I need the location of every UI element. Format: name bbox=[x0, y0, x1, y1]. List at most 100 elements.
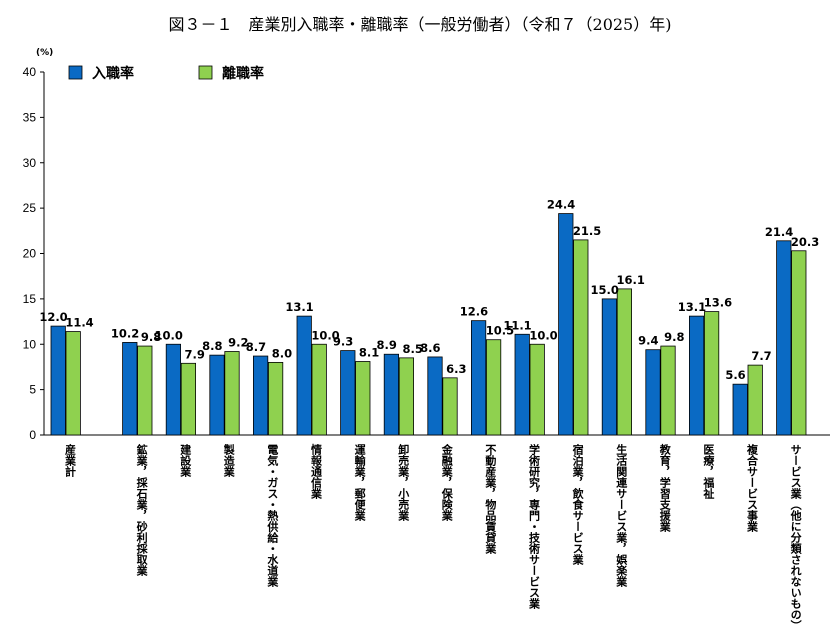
data-labels: 12.011.410.2 9.810.07.98.8 9.28.7 8.013.110… bbox=[39, 198, 819, 383]
legend-swatch bbox=[68, 65, 83, 80]
y-tick-label: 5 bbox=[29, 383, 36, 397]
data-label: 8.6 bbox=[420, 341, 440, 355]
y-tick-label: 35 bbox=[23, 110, 37, 124]
y-tick-label: 0 bbox=[29, 428, 36, 442]
bar-separation bbox=[485, 339, 502, 436]
bar-hire bbox=[470, 320, 487, 436]
data-label: 9.3 bbox=[333, 335, 353, 349]
bar-hire bbox=[50, 325, 66, 436]
legend: 入職率 離職率 bbox=[68, 65, 264, 82]
category-label: 不動産業，物品賃貸業 bbox=[484, 444, 498, 555]
bar-hire bbox=[732, 383, 748, 436]
bar-separation bbox=[137, 345, 153, 436]
bar-separation bbox=[224, 351, 240, 436]
category-label: 教育，学習支援業 bbox=[658, 443, 672, 533]
bar-separation bbox=[529, 343, 545, 436]
data-label: 12.6 bbox=[460, 305, 488, 319]
chart-title: 図３－１ 産業別入職率・離職率（一般労働者）（令和７（2025）年) bbox=[169, 15, 672, 34]
data-label: 21.5 bbox=[573, 224, 601, 238]
bar-separation bbox=[573, 239, 589, 436]
bar-hire bbox=[209, 354, 225, 436]
data-label: 5.6 bbox=[725, 368, 745, 382]
bar-separation bbox=[791, 250, 807, 436]
bar-hire bbox=[427, 356, 443, 436]
bar-separation bbox=[180, 362, 196, 436]
category-label: 製造業 bbox=[222, 443, 236, 478]
category-label: 情報通信業 bbox=[310, 443, 324, 500]
data-label: 13.1 bbox=[285, 300, 313, 314]
legend-label: 離職率 bbox=[222, 65, 264, 82]
data-label: 20.3 bbox=[791, 235, 819, 249]
bar-hire bbox=[165, 343, 181, 436]
bar-hire bbox=[558, 213, 574, 436]
y-tick-label: 25 bbox=[23, 201, 37, 215]
bar-separation bbox=[747, 364, 763, 436]
bar-separation bbox=[65, 331, 81, 436]
category-label: 学術研究，専門・技術サービス業 bbox=[528, 443, 542, 610]
data-label: 16.1 bbox=[617, 273, 645, 287]
legend-label: 入職率 bbox=[92, 65, 134, 82]
category-label: 産業計 bbox=[64, 443, 78, 478]
data-label: 11.4 bbox=[65, 316, 93, 330]
data-label: 9.4 bbox=[638, 334, 658, 348]
data-label: 8.0 bbox=[272, 346, 292, 360]
data-label: 10.5 bbox=[486, 324, 514, 338]
data-label: 10.0 bbox=[529, 328, 557, 342]
category-label: サービス業（他に分類されないもの） bbox=[789, 444, 803, 631]
data-label: 8.7 bbox=[246, 340, 266, 354]
data-label: 13.6 bbox=[704, 296, 732, 310]
bar-hire bbox=[776, 240, 792, 436]
data-label: 7.9 bbox=[185, 347, 205, 361]
category-label: 建設業 bbox=[179, 443, 193, 478]
category-label: 鉱業，採石業，砂利採取業 bbox=[135, 443, 149, 577]
data-label: 10.0 bbox=[311, 328, 339, 342]
bar-hire bbox=[514, 333, 530, 436]
data-label: 10.2 bbox=[111, 326, 139, 340]
bar-separation bbox=[311, 343, 327, 436]
y-tick-label: 30 bbox=[23, 156, 37, 170]
data-label: 8.1 bbox=[359, 345, 379, 359]
category-labels: 産業計 鉱業，採石業，砂利採取業 建設業 製造業 電気・ガス・熱供給・水道業 情報通信業 運… bbox=[64, 443, 803, 631]
y-tick-label: 10 bbox=[23, 337, 37, 351]
bar-separation bbox=[616, 288, 633, 436]
data-label: 8.5 bbox=[403, 342, 423, 356]
bars bbox=[50, 213, 807, 436]
data-label: 9.8 bbox=[141, 330, 161, 344]
bar-separation bbox=[267, 361, 284, 436]
category-label: 宿泊業，飲食サービス業 bbox=[571, 443, 585, 566]
y-tick-label: 15 bbox=[23, 292, 37, 306]
bar-hire bbox=[122, 342, 138, 436]
category-label: 運輸業，郵便業 bbox=[353, 444, 367, 522]
category-label: 電気・ガス・熱供給・水道業 bbox=[266, 444, 280, 588]
data-label: 11.1 bbox=[503, 318, 531, 332]
category-label: 複合サービス事業 bbox=[746, 443, 760, 533]
data-label: 10.0 bbox=[155, 328, 183, 342]
y-axis-unit: (%) bbox=[36, 48, 53, 58]
data-label: 8.8 bbox=[202, 339, 222, 353]
bar-separation bbox=[355, 361, 371, 436]
bar-hire bbox=[383, 353, 400, 436]
data-label: 12.0 bbox=[39, 310, 67, 324]
bar-hire bbox=[689, 315, 705, 436]
data-label: 9.2 bbox=[228, 336, 248, 350]
y-tick-label: 40 bbox=[23, 65, 37, 79]
data-label: 6.3 bbox=[446, 362, 466, 376]
bar-hire bbox=[340, 350, 356, 436]
category-label: 医療，福祉 bbox=[702, 444, 716, 500]
data-label: 8.9 bbox=[377, 338, 397, 352]
data-label: 13.1 bbox=[678, 300, 706, 314]
category-label: 生活関連サービス業，娯楽業 bbox=[615, 443, 629, 588]
bar-separation bbox=[704, 311, 720, 436]
bar-hire bbox=[645, 349, 661, 436]
data-label: 9.8 bbox=[664, 330, 684, 344]
category-label: 卸売業，小売業 bbox=[397, 443, 411, 522]
y-tick-label: 20 bbox=[23, 247, 37, 261]
bar-hire bbox=[601, 298, 618, 436]
data-label: 7.7 bbox=[751, 349, 771, 363]
bar-separation bbox=[398, 357, 415, 436]
category-label: 金融業，保険業 bbox=[440, 443, 454, 522]
legend-swatch bbox=[198, 65, 213, 80]
bar-separation bbox=[442, 377, 458, 436]
data-label: 15.0 bbox=[591, 283, 619, 297]
